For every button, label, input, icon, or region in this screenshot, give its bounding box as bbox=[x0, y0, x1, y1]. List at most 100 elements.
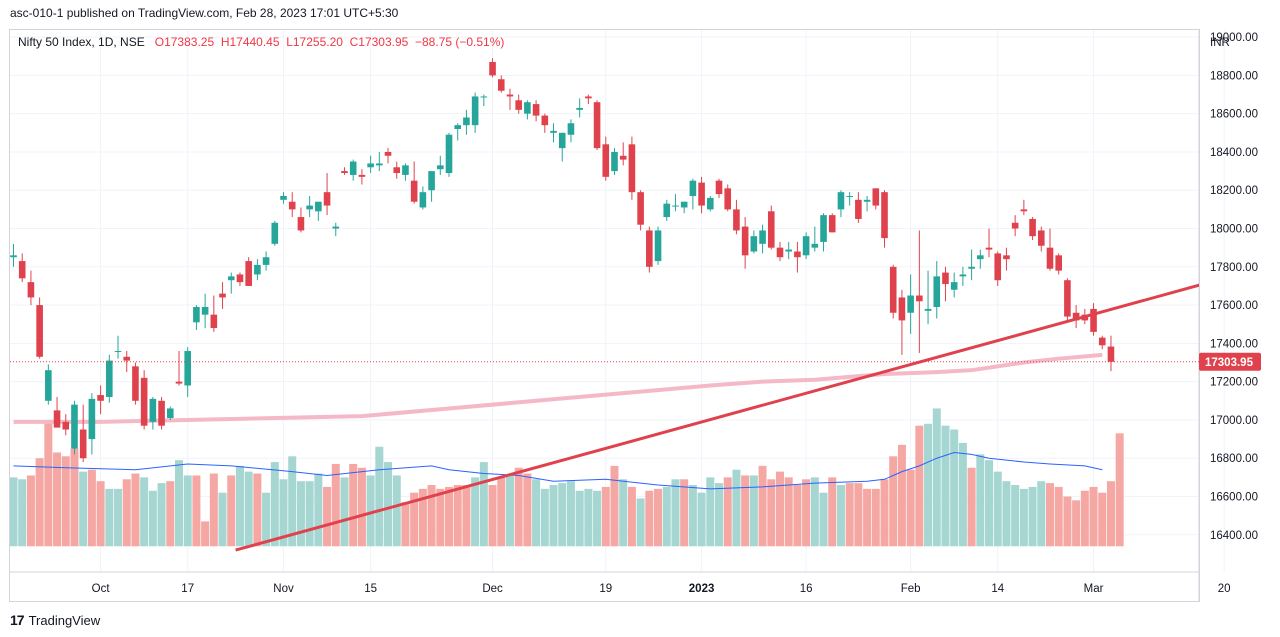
candle-up bbox=[88, 398, 96, 440]
candle-up bbox=[811, 243, 819, 248]
price-tick-label: 17400.00 bbox=[1210, 338, 1258, 350]
volume-bar bbox=[96, 481, 105, 547]
close-value: C17303.95 bbox=[349, 35, 409, 49]
tradingview-footer[interactable]: 17 TradingView bbox=[10, 612, 100, 628]
candle-up bbox=[846, 195, 853, 197]
candle-down bbox=[724, 188, 732, 210]
volume-bar bbox=[897, 444, 906, 547]
volume-bar bbox=[976, 454, 985, 547]
volume-bar bbox=[802, 479, 811, 547]
volume-bar bbox=[697, 492, 706, 547]
candle-down bbox=[1011, 222, 1019, 229]
volume-bar bbox=[1045, 483, 1054, 547]
tradingview-brand: TradingView bbox=[28, 612, 101, 628]
volume-bar bbox=[270, 462, 279, 547]
volume-bar bbox=[418, 488, 427, 547]
volume-bar bbox=[523, 473, 532, 547]
volume-bar bbox=[1072, 500, 1081, 547]
time-tick-label: Feb bbox=[901, 583, 921, 595]
candle-down bbox=[898, 297, 906, 321]
candle-up bbox=[166, 408, 174, 419]
candle-up bbox=[924, 308, 932, 311]
candle-down bbox=[889, 266, 897, 313]
volume-bar bbox=[471, 477, 480, 547]
candle-up bbox=[454, 125, 462, 129]
candle-down bbox=[158, 400, 165, 426]
candle-up bbox=[480, 96, 488, 98]
volume-bar bbox=[828, 477, 837, 547]
candle-down bbox=[236, 274, 244, 283]
candle-down bbox=[985, 247, 993, 250]
candle-down bbox=[18, 261, 26, 279]
volume-bar bbox=[331, 463, 340, 547]
candle-up bbox=[262, 257, 270, 265]
volume-bar bbox=[566, 481, 575, 547]
time-tick-label: 20 bbox=[1218, 583, 1231, 595]
price-tick-label: 19000.00 bbox=[1210, 32, 1258, 44]
volume-bar bbox=[410, 492, 419, 547]
volume-bar bbox=[148, 490, 157, 547]
volume-bar bbox=[201, 521, 210, 547]
volume-bar bbox=[871, 488, 880, 547]
volume-bar bbox=[540, 488, 549, 547]
volume-bar bbox=[375, 446, 384, 547]
symbol-label: Nifty 50 Index, 1D, NSE bbox=[18, 35, 145, 49]
symbol-legend: Nifty 50 Index, 1D, NSE O17383.25 H17440… bbox=[18, 35, 504, 49]
volume-bar bbox=[967, 467, 976, 547]
candle-down bbox=[288, 201, 296, 210]
candle-down bbox=[297, 217, 305, 231]
time-tick-label: Dec bbox=[482, 583, 503, 595]
candle-down bbox=[210, 314, 218, 329]
volume-ma-line bbox=[13, 451, 1103, 490]
price-tick-label: 17000.00 bbox=[1210, 415, 1258, 427]
price-tick-label: 17600.00 bbox=[1210, 300, 1258, 312]
candle-up bbox=[376, 163, 383, 166]
candle-down bbox=[1037, 230, 1045, 246]
volume-bar bbox=[863, 488, 872, 547]
candle-down bbox=[602, 144, 610, 177]
high-value: H17440.45 bbox=[220, 35, 280, 49]
volume-bar bbox=[157, 483, 166, 547]
volume-bar bbox=[357, 467, 366, 547]
candle-down bbox=[410, 180, 418, 202]
volume-bar bbox=[1080, 490, 1089, 547]
price-tick-label: 16400.00 bbox=[1210, 530, 1258, 542]
candle-up bbox=[471, 96, 479, 126]
candle-down bbox=[1098, 337, 1106, 346]
volume-bar bbox=[53, 452, 62, 547]
volume-bar bbox=[10, 477, 18, 547]
volume-bar bbox=[445, 486, 453, 547]
candle-down bbox=[1020, 209, 1028, 212]
volume-bar bbox=[775, 471, 784, 547]
volume-bar bbox=[732, 469, 741, 547]
volume-bar bbox=[140, 477, 149, 547]
candle-up bbox=[419, 192, 427, 208]
candle-down bbox=[1072, 312, 1080, 321]
time-tick-label: 15 bbox=[364, 583, 377, 595]
candle-down bbox=[1003, 255, 1010, 260]
price-tick-label: 18200.00 bbox=[1210, 185, 1258, 197]
candle-up bbox=[349, 161, 357, 175]
volume-bar bbox=[26, 475, 35, 547]
candle-up bbox=[306, 205, 313, 210]
candle-up bbox=[332, 226, 340, 229]
volume-bar bbox=[767, 479, 776, 547]
candle-up bbox=[463, 117, 470, 126]
candle-down bbox=[619, 155, 627, 160]
volume-bar bbox=[1098, 492, 1107, 547]
volume-bar bbox=[645, 490, 654, 547]
volume-bar bbox=[950, 429, 959, 547]
volume-bar bbox=[70, 448, 79, 547]
candle-up bbox=[227, 276, 235, 281]
volume-bar bbox=[558, 483, 567, 547]
time-tick-label: 2023 bbox=[689, 583, 715, 595]
volume-bar bbox=[462, 485, 471, 547]
volume-bar bbox=[810, 477, 819, 547]
time-tick-label: Nov bbox=[273, 583, 294, 595]
candle-up bbox=[785, 249, 792, 252]
volume-bar bbox=[44, 419, 53, 547]
candle-down bbox=[497, 79, 505, 91]
publish-header: asc-010-1 published on TradingView.com, … bbox=[10, 6, 399, 20]
price-tick-label: 18600.00 bbox=[1210, 109, 1258, 121]
